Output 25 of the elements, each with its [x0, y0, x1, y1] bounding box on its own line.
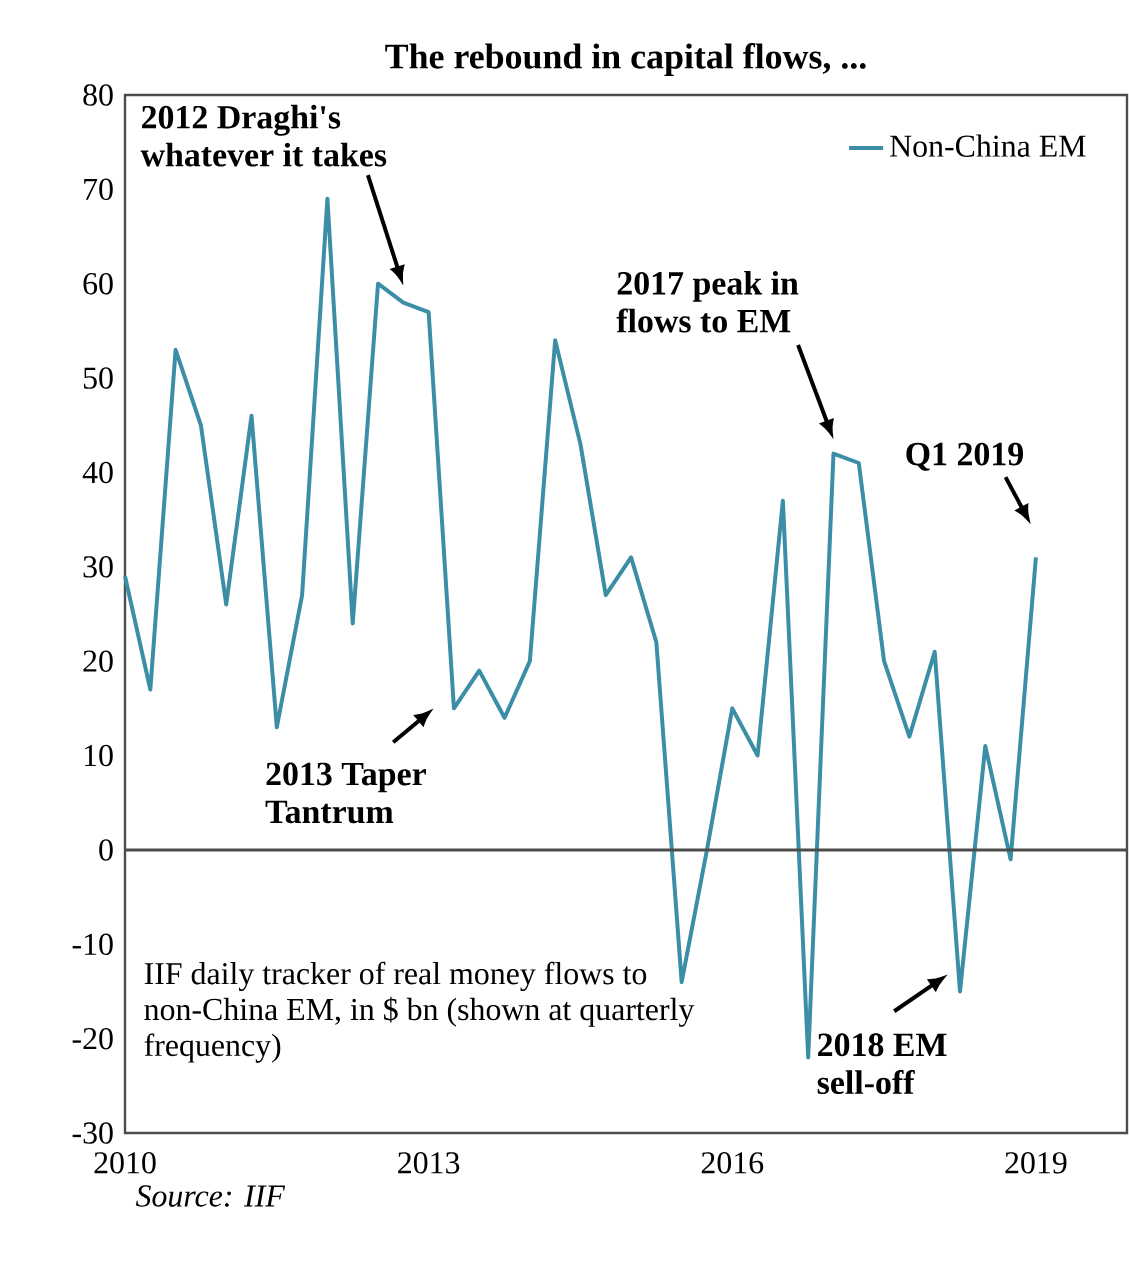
legend-label: Non-China EM [890, 134, 1086, 157]
y-tick-label: 50 [83, 367, 113, 389]
y-tick-label: -10 [72, 933, 113, 956]
y-tick-label: -30 [72, 1122, 113, 1144]
y-tick-label: 10 [84, 744, 113, 767]
annotation: Q1 2019 [906, 442, 1024, 471]
x-tick-label: 2010 [94, 1152, 156, 1174]
annotation: 2013 Taper Tantrum [265, 762, 426, 824]
annotation: IIF daily tracker of real money flows to non-China EM, in $ bn (shown at quarterly frequency) [144, 961, 695, 1063]
annotation: 2018 EM sell-off [817, 1033, 947, 1095]
y-tick-label: 20 [83, 650, 113, 672]
y-tick-label: -20 [72, 1027, 113, 1050]
y-tick-label: 30 [83, 556, 113, 578]
y-tick-label: 80 [83, 84, 113, 106]
x-tick-label: 2013 [398, 1152, 460, 1174]
y-tick-label: 0 [99, 839, 113, 861]
y-tick-label: 60 [83, 272, 113, 295]
x-tick-label: 2016 [701, 1152, 764, 1174]
x-tick-label: 2019 [1005, 1152, 1067, 1174]
y-tick-label: 40 [82, 461, 113, 484]
source-note: Source: IIF [135, 1185, 286, 1207]
y-tick-label: 70 [84, 178, 113, 201]
chart-title: The rebound in capital flows, ... [385, 43, 866, 76]
annotation: 2012 Draghi's whatever it takes [140, 104, 387, 167]
annotation: 2017 peak in flows to EM [616, 270, 799, 333]
